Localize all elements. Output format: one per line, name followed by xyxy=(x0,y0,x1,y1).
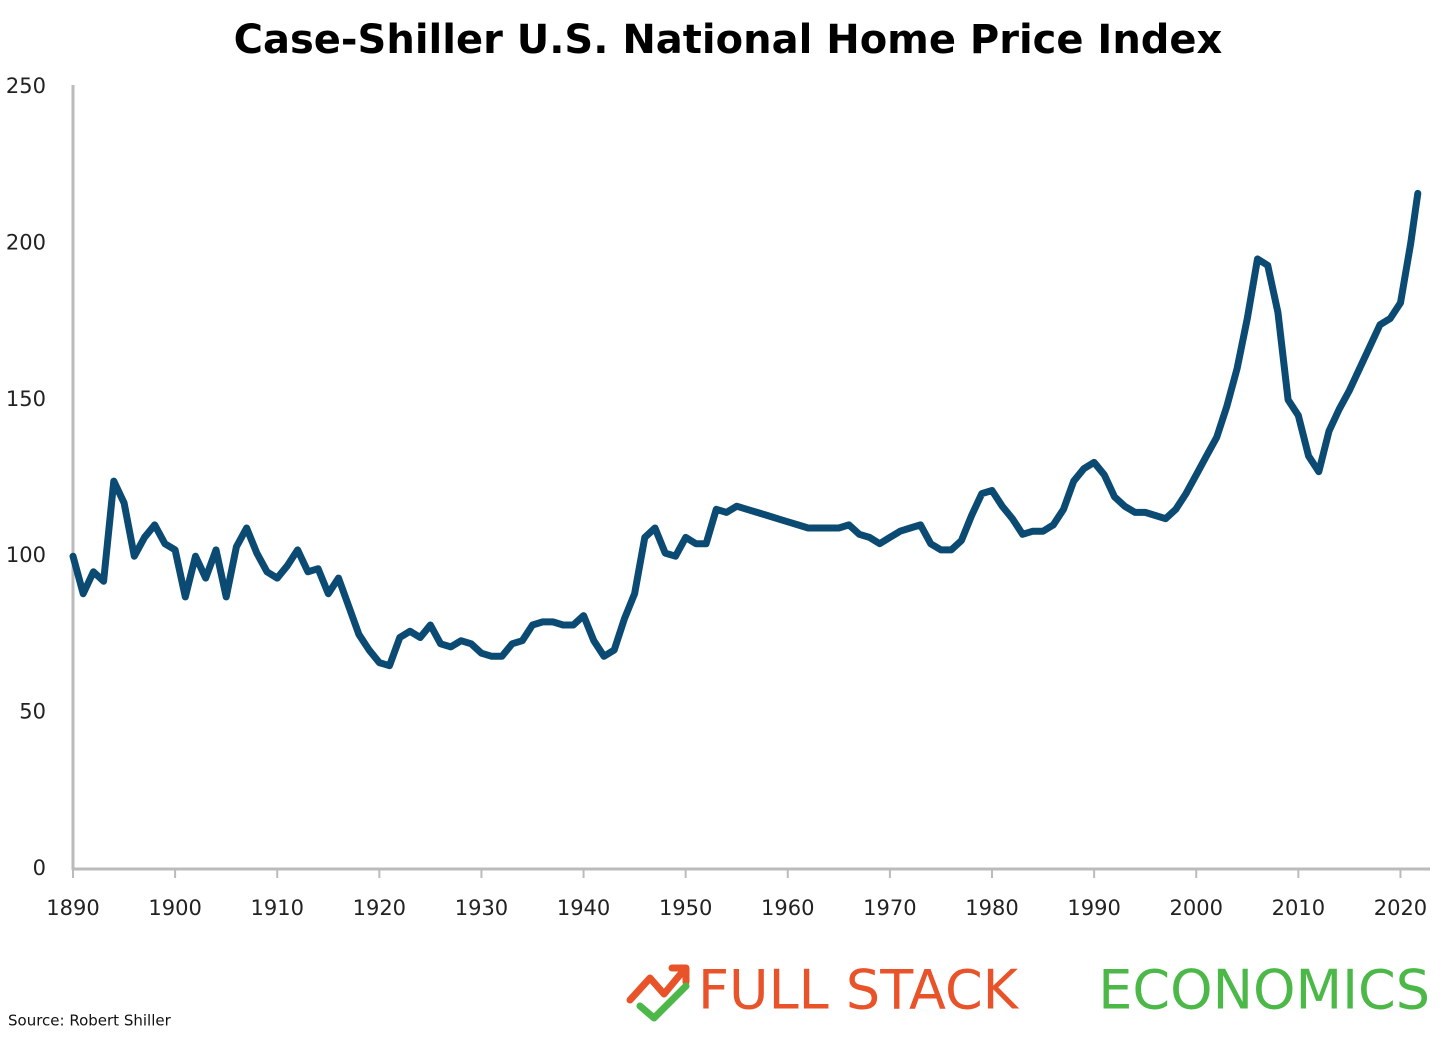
x-tick-label: 2020 xyxy=(1374,896,1427,920)
x-tick-label: 2010 xyxy=(1272,896,1325,920)
x-tick-label: 1910 xyxy=(250,896,303,920)
brand-left: FULL STACK xyxy=(698,959,1020,1022)
x-tick-label: 1990 xyxy=(1067,896,1120,920)
y-tick-label: 50 xyxy=(19,700,46,724)
x-tick-label: 1890 xyxy=(46,896,99,920)
y-tick-label: 0 xyxy=(33,856,46,880)
source: Source: Robert Shiller xyxy=(8,1012,172,1030)
y-tick-label: 200 xyxy=(6,230,46,254)
x-tick-label: 1920 xyxy=(353,896,406,920)
y-tick-label: 100 xyxy=(6,543,46,567)
x-tick-label: 1960 xyxy=(761,896,814,920)
chart-title: Case-Shiller U.S. National Home Price In… xyxy=(234,17,1223,63)
x-tick-label: 1980 xyxy=(965,896,1018,920)
x-tick-label: 1950 xyxy=(659,896,712,920)
line xyxy=(69,189,1422,670)
x-tick-label: 1940 xyxy=(557,896,610,920)
y-tick-label: 150 xyxy=(6,387,46,411)
brand-right: ECONOMICS xyxy=(1098,959,1430,1022)
x-tick-label: 2000 xyxy=(1170,896,1223,920)
x-tick-label: 1930 xyxy=(455,896,508,920)
y-tick-label: 250 xyxy=(6,74,46,98)
x-tick-label: 1970 xyxy=(863,896,916,920)
x-tick-label: 1900 xyxy=(148,896,201,920)
brand-icon xyxy=(626,964,690,1022)
